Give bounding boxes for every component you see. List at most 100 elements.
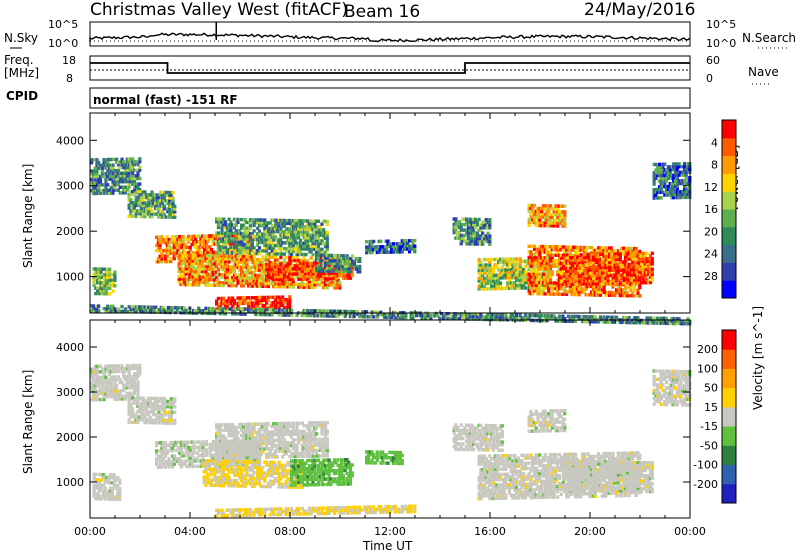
power-cell — [656, 165, 660, 169]
power-cell — [543, 256, 547, 260]
power-cell — [511, 273, 515, 277]
power-cell — [256, 301, 260, 305]
power-cell — [120, 160, 124, 164]
power-cell — [547, 250, 551, 254]
power-cell — [498, 276, 503, 280]
power-cell — [513, 286, 517, 290]
power-cell — [247, 229, 251, 233]
power-cell — [536, 272, 540, 276]
power-cell — [93, 191, 97, 196]
power-cell — [541, 285, 545, 290]
power-cell — [574, 255, 578, 260]
power-cell — [120, 185, 124, 189]
power-cell — [563, 274, 567, 279]
power-cell — [652, 162, 656, 167]
power-cell — [225, 273, 229, 277]
power-cell — [265, 265, 269, 269]
power-cell — [659, 190, 663, 194]
power-cell — [202, 278, 206, 282]
power-cell — [563, 224, 567, 228]
power-cell — [295, 313, 299, 317]
power-cell — [556, 204, 560, 208]
power-cell — [265, 243, 269, 247]
power-cell — [611, 249, 615, 253]
power-cell — [645, 272, 649, 277]
power-cell — [190, 275, 194, 279]
power-cell — [309, 225, 313, 229]
power-cell — [243, 260, 247, 264]
power-cell — [240, 240, 244, 244]
power-cell — [541, 221, 545, 225]
power-cell — [316, 230, 320, 235]
power-cell — [604, 251, 608, 256]
power-cell — [138, 188, 142, 192]
power-cell — [256, 232, 260, 236]
power-cell — [529, 244, 533, 248]
power-cell — [645, 270, 649, 274]
power-cell — [627, 278, 631, 282]
power-cell — [322, 230, 326, 235]
power-cell — [632, 260, 637, 265]
power-cell — [347, 273, 351, 278]
power-cell — [181, 261, 185, 265]
power-cell — [536, 269, 540, 274]
power-cell — [323, 285, 328, 290]
power-cell — [527, 286, 531, 290]
power-cell — [102, 306, 106, 311]
power-cell — [232, 260, 237, 264]
power-cell — [441, 314, 445, 318]
power-cell — [590, 284, 594, 289]
power-cell — [115, 188, 119, 192]
power-cell — [171, 248, 175, 253]
power-cell — [650, 251, 654, 255]
power-cell — [538, 285, 542, 290]
power-cell — [174, 243, 178, 247]
power-cell — [95, 191, 99, 196]
power-cell — [531, 283, 535, 287]
power-cell — [461, 317, 465, 321]
power-cell — [518, 262, 522, 266]
power-cell — [155, 201, 159, 205]
power-cell — [122, 309, 126, 314]
power-cell — [559, 213, 563, 217]
power-cell — [218, 237, 222, 241]
power-cell — [282, 267, 287, 271]
power-cell — [171, 201, 175, 206]
power-cell — [93, 175, 97, 179]
power-cell — [179, 243, 183, 247]
power-cell — [268, 303, 272, 308]
power-cell — [590, 271, 594, 275]
power-cell — [465, 239, 469, 243]
power-cell — [548, 256, 553, 260]
power-cell — [231, 299, 235, 303]
power-cell — [525, 273, 529, 277]
power-cell — [186, 282, 190, 287]
power-cell — [315, 230, 319, 235]
power-cell — [295, 282, 299, 286]
power-cell — [162, 198, 166, 203]
power-cell — [661, 171, 665, 175]
power-cell — [559, 221, 563, 225]
power-cell — [527, 277, 531, 282]
power-cell — [404, 247, 408, 251]
power-cell — [282, 252, 287, 256]
power-cell — [550, 289, 554, 293]
power-cell — [211, 259, 215, 263]
power-cell — [197, 234, 201, 238]
power-cell — [572, 290, 576, 294]
power-cell — [397, 250, 401, 254]
power-cell — [306, 241, 310, 246]
power-cell — [298, 282, 303, 287]
power-cell — [547, 267, 551, 271]
power-cell — [277, 218, 281, 223]
power-cell — [459, 242, 463, 246]
power-cell — [484, 234, 488, 238]
power-cell — [557, 204, 562, 208]
power-cell — [672, 168, 676, 172]
power-cell — [281, 279, 285, 284]
power-cell — [620, 249, 624, 253]
power-cell — [592, 276, 596, 281]
power-cell — [309, 274, 313, 278]
power-cell — [565, 277, 569, 281]
power-cell — [608, 271, 612, 275]
